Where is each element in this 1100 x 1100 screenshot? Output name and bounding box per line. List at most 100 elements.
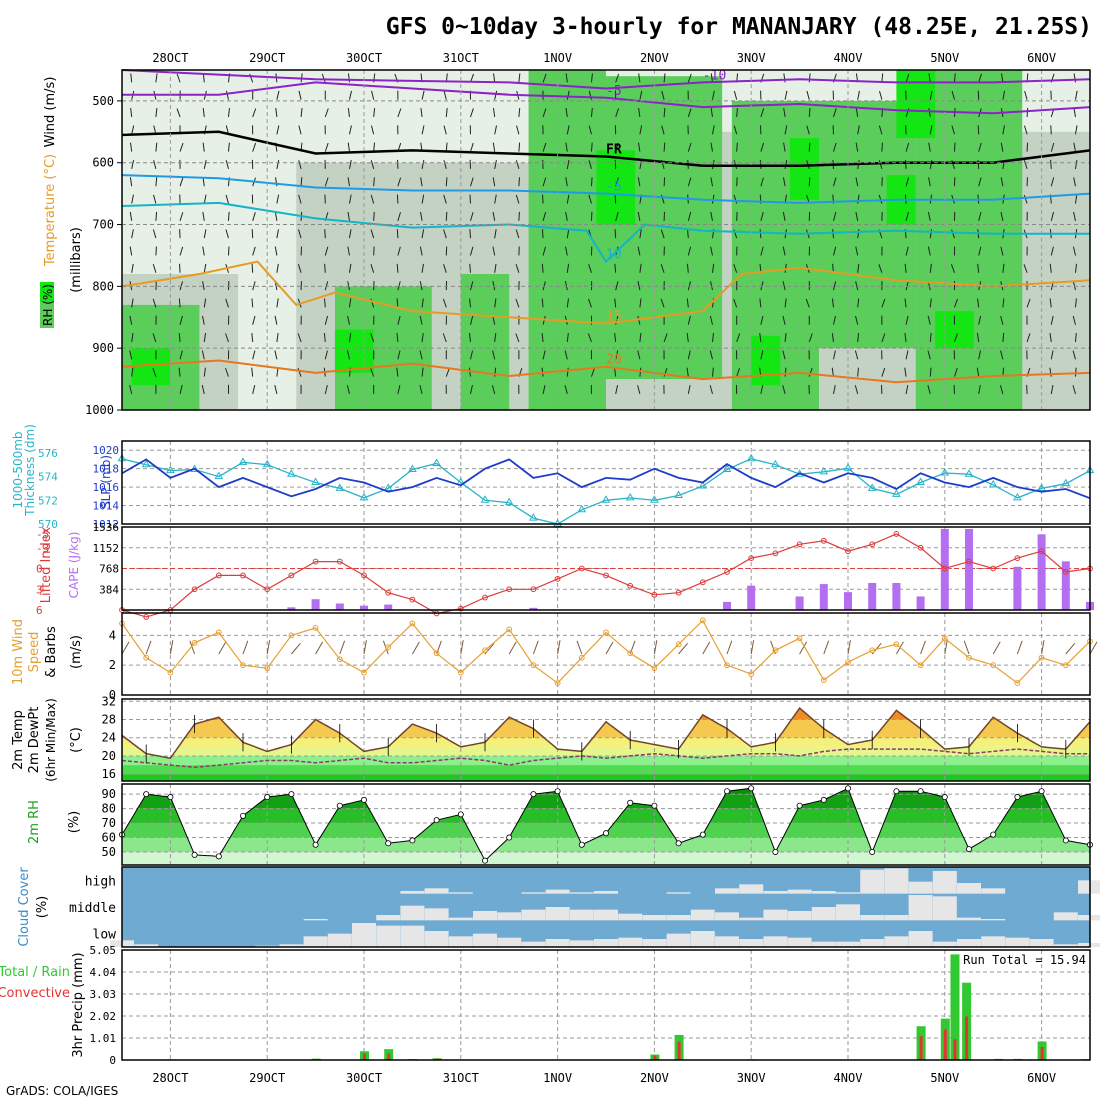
cloud-bar (424, 908, 449, 921)
wind-barb (615, 108, 620, 118)
wind-barb (348, 125, 352, 135)
wind-barb (687, 142, 692, 152)
wind-barb (566, 298, 569, 308)
cape-bar (795, 596, 804, 610)
wind-barb (760, 246, 764, 256)
wind-barb (904, 263, 907, 273)
cape-bar (1061, 561, 1070, 610)
wind-barb (121, 641, 130, 655)
wind-barb (152, 264, 157, 273)
cloud-bar (811, 891, 836, 894)
wind-barb (823, 640, 830, 655)
data-point (1038, 788, 1045, 795)
cloud-bar (690, 909, 715, 921)
wind-barb (710, 246, 713, 256)
data-point (746, 453, 756, 462)
wind-barb (978, 350, 981, 360)
wind-barb (806, 90, 810, 100)
y-tick-label: -5 (36, 528, 49, 541)
wind-barb (203, 194, 207, 204)
wind-barb (225, 367, 229, 377)
wind-barb (782, 211, 786, 221)
data-point (262, 459, 272, 468)
wind-barb (808, 107, 811, 118)
wind-barb (881, 298, 886, 308)
cloud-bar (981, 936, 1006, 947)
wind-barb (799, 641, 808, 655)
wind-barb (904, 367, 907, 377)
wind-barb (1074, 298, 1077, 308)
wind-barb (315, 641, 324, 655)
wind-barb (370, 125, 375, 135)
wind-barb (397, 281, 401, 291)
cloud-layer-label: low (93, 928, 117, 943)
bottom-time-label: 29OCT (249, 1071, 285, 1085)
wind-barb (443, 194, 447, 204)
temp-band (122, 774, 1090, 781)
cloud-bar (811, 941, 836, 947)
wind-barb (1000, 177, 1004, 187)
wind-barb (202, 177, 205, 187)
wind-barb (709, 315, 713, 325)
convective-bar (653, 1055, 657, 1060)
wind-barb (443, 90, 447, 100)
wind-barb (373, 211, 375, 221)
cloud-bar (836, 904, 860, 921)
cloud-bar (787, 937, 812, 947)
wind-barb (710, 142, 713, 152)
cloud-bar (424, 931, 449, 947)
wind-barb (397, 108, 402, 118)
cape-bar (916, 596, 925, 610)
cloud-bar (594, 909, 618, 921)
wind-barb (153, 160, 157, 170)
wind-barb (494, 125, 498, 135)
cloud-bar (424, 888, 449, 894)
y-tick-label: 6 (36, 604, 43, 617)
data-point (748, 555, 755, 562)
wind-barb (1050, 246, 1054, 256)
wind-barb (1074, 159, 1078, 169)
data-point (1038, 548, 1045, 555)
data-point (312, 625, 319, 631)
cloud-bar (400, 891, 425, 894)
wind-barb (155, 73, 158, 83)
data-point (553, 519, 562, 527)
wind-barb (1002, 125, 1005, 135)
wind-barb (179, 212, 184, 221)
data-point (674, 490, 683, 499)
cloud-bar (884, 915, 909, 921)
wind-barb (130, 142, 133, 152)
wind-barb (663, 142, 666, 152)
y-axis-label: Speed (27, 632, 42, 673)
data-point (288, 791, 295, 798)
wind-barb (686, 263, 689, 273)
data-point (191, 586, 198, 593)
convective-bar (363, 1053, 366, 1060)
wind-barb (978, 246, 982, 256)
cloud-bar (497, 937, 522, 947)
wind-barb (905, 350, 909, 360)
wind-barb (759, 229, 762, 239)
cape-bar (1013, 566, 1022, 610)
wind-barb (564, 350, 568, 360)
wind-barb (1002, 263, 1005, 273)
data-point (578, 565, 585, 572)
wind-barb (324, 246, 329, 256)
data-point (360, 796, 367, 803)
wind-barb (927, 246, 931, 256)
wind-barb (929, 298, 932, 308)
wind-barb (297, 264, 302, 273)
wind-barb (176, 73, 181, 83)
data-point (480, 495, 490, 503)
wind-barb (831, 298, 834, 308)
data-point (530, 791, 537, 798)
wind-barb (1049, 263, 1052, 273)
wind-barb (227, 107, 230, 118)
wind-barb (710, 73, 713, 83)
rh-region (460, 274, 510, 410)
rh-region (789, 138, 819, 200)
wind-barb (953, 142, 956, 152)
wind-barb (202, 246, 205, 256)
cloud-bar (787, 911, 812, 921)
cloud-bar (545, 889, 570, 894)
